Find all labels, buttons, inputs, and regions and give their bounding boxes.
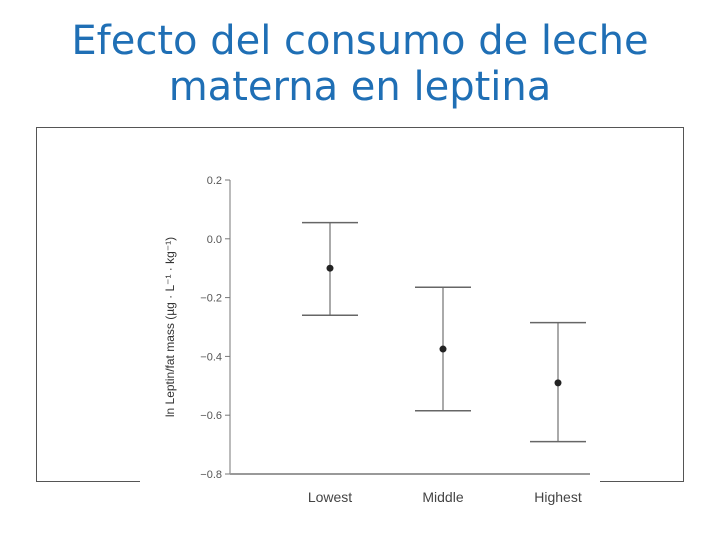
y-tick-label: 0.2	[207, 175, 222, 187]
data-point	[439, 345, 447, 353]
y-tick-label: 0.0	[207, 234, 222, 246]
data-point	[554, 379, 562, 387]
x-tick-label: Lowest	[308, 489, 352, 505]
error-bar-chart: 0.2 0.0 −0.2 −0.4 −0.6 −0.8 Lowest Middle Highe…	[163, 175, 590, 505]
x-tick-label: Highest	[534, 489, 582, 505]
slide-title-line-2: materna en leptina	[168, 64, 552, 110]
x-axis: Lowest Middle Highest	[230, 473, 590, 505]
y-tick-label: −0.4	[200, 351, 222, 363]
data-point	[326, 264, 334, 272]
y-tick-label: −0.8	[200, 469, 222, 481]
data-marks	[302, 221, 586, 443]
slide-title-line-1: Efecto del consumo de leche	[71, 18, 649, 64]
y-tick-label: −0.2	[200, 293, 222, 305]
chart-panel: 0.2 0.0 −0.2 −0.4 −0.6 −0.8 Lowest Middle Highe…	[140, 160, 600, 520]
x-tick-label: Middle	[422, 489, 463, 505]
y-axis: 0.2 0.0 −0.2 −0.4 −0.6 −0.8	[200, 175, 231, 481]
y-axis-label: ln Leptin/fat mass (µg · L⁻¹ · kg⁻¹)	[163, 237, 177, 417]
y-tick-label: −0.6	[200, 410, 222, 422]
slide-title: Efecto del consumo de leche materna en l…	[0, 18, 720, 110]
